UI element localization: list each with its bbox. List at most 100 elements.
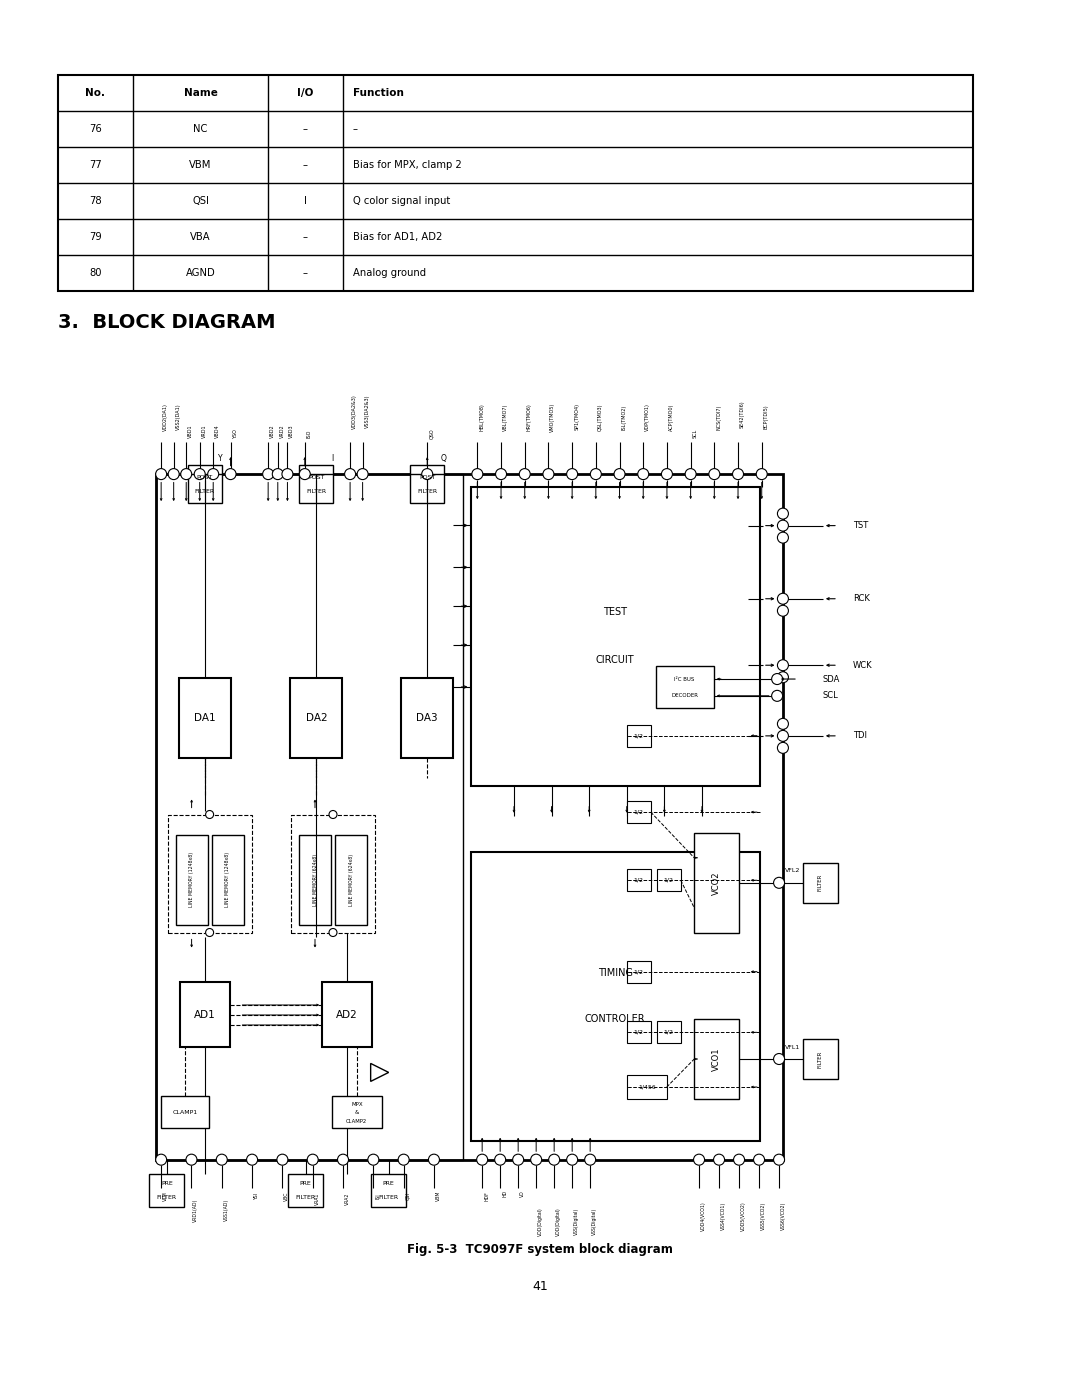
Bar bbox=[176, 834, 207, 925]
Text: SCL: SCL bbox=[823, 692, 839, 700]
Text: Fig. 5-3  TC9097F system block diagram: Fig. 5-3 TC9097F system block diagram bbox=[407, 1242, 673, 1256]
Bar bbox=[626, 725, 651, 746]
Text: I: I bbox=[332, 454, 334, 462]
Text: YSI: YSI bbox=[254, 1193, 259, 1200]
Circle shape bbox=[778, 718, 788, 729]
Text: VDD4(VCO1): VDD4(VCO1) bbox=[701, 1201, 706, 1231]
Text: VDD2(DA1): VDD2(DA1) bbox=[163, 402, 168, 430]
Bar bbox=[656, 666, 714, 708]
Text: CLAMP2: CLAMP2 bbox=[347, 1119, 367, 1123]
Bar bbox=[212, 834, 244, 925]
Bar bbox=[299, 465, 334, 503]
Text: TDI: TDI bbox=[853, 732, 867, 740]
Circle shape bbox=[368, 1154, 379, 1165]
Text: MPX: MPX bbox=[351, 1102, 363, 1108]
Text: DA3: DA3 bbox=[417, 714, 438, 724]
Text: 1/456: 1/456 bbox=[638, 1084, 656, 1090]
Text: VBL(TMO7): VBL(TMO7) bbox=[503, 404, 508, 430]
Bar bbox=[149, 1173, 185, 1207]
Text: LINE MEMORY (624x8): LINE MEMORY (624x8) bbox=[312, 854, 318, 905]
Circle shape bbox=[329, 810, 337, 819]
Text: FILTER: FILTER bbox=[417, 489, 437, 493]
Text: CONTROLER: CONTROLER bbox=[585, 1014, 646, 1024]
Text: LINE MEMORY (1248x8): LINE MEMORY (1248x8) bbox=[225, 852, 230, 907]
Circle shape bbox=[771, 690, 783, 701]
Circle shape bbox=[530, 1154, 542, 1165]
Text: VSS1(AD): VSS1(AD) bbox=[224, 1199, 229, 1221]
Circle shape bbox=[778, 659, 788, 671]
Circle shape bbox=[693, 1154, 704, 1165]
Text: VDD3(DA2&3): VDD3(DA2&3) bbox=[352, 394, 357, 429]
Circle shape bbox=[194, 468, 205, 479]
Text: VSS3(DA2&3): VSS3(DA2&3) bbox=[365, 394, 369, 427]
Circle shape bbox=[399, 1154, 409, 1165]
Text: NCS(TDI7): NCS(TDI7) bbox=[716, 404, 721, 430]
Text: BCP(TDI5): BCP(TDI5) bbox=[764, 405, 769, 429]
Text: VBD4: VBD4 bbox=[215, 425, 220, 437]
Circle shape bbox=[307, 1154, 319, 1165]
Bar bbox=[626, 869, 651, 891]
Circle shape bbox=[714, 1154, 725, 1165]
Bar bbox=[626, 1076, 666, 1099]
Text: HBL(TMO8): HBL(TMO8) bbox=[480, 402, 484, 430]
Circle shape bbox=[472, 468, 483, 479]
Text: 1/2: 1/2 bbox=[634, 970, 644, 974]
Bar bbox=[179, 982, 230, 1048]
Circle shape bbox=[345, 468, 355, 479]
Bar bbox=[802, 863, 838, 902]
Text: HDF: HDF bbox=[484, 1192, 489, 1201]
Circle shape bbox=[773, 1053, 784, 1065]
Text: PRE: PRE bbox=[161, 1182, 173, 1186]
Circle shape bbox=[778, 731, 788, 742]
Text: Y: Y bbox=[218, 454, 222, 462]
Circle shape bbox=[246, 1154, 258, 1165]
Text: POST: POST bbox=[308, 475, 324, 479]
Circle shape bbox=[778, 594, 788, 605]
Text: FILTER: FILTER bbox=[157, 1194, 177, 1200]
Text: I²C BUS: I²C BUS bbox=[675, 678, 694, 682]
Text: –: – bbox=[303, 124, 308, 134]
Text: VBC: VBC bbox=[284, 1192, 289, 1201]
Bar bbox=[401, 679, 454, 759]
Text: QSI: QSI bbox=[192, 196, 208, 205]
Text: QSI: QSI bbox=[406, 1192, 410, 1200]
Text: FILTER: FILTER bbox=[307, 489, 326, 493]
Bar bbox=[167, 814, 252, 933]
Circle shape bbox=[207, 468, 219, 479]
Circle shape bbox=[543, 468, 554, 479]
Text: HD: HD bbox=[502, 1190, 508, 1197]
Text: SCL: SCL bbox=[692, 429, 698, 439]
Circle shape bbox=[225, 468, 237, 479]
Text: HRF(TMO6): HRF(TMO6) bbox=[527, 402, 531, 430]
Text: PRE: PRE bbox=[382, 1182, 394, 1186]
Text: VDD(Digital): VDD(Digital) bbox=[538, 1207, 543, 1236]
Text: 1/2: 1/2 bbox=[664, 877, 674, 883]
Circle shape bbox=[778, 742, 788, 753]
Text: 1/2: 1/2 bbox=[634, 1030, 644, 1035]
Circle shape bbox=[180, 468, 192, 479]
Circle shape bbox=[771, 673, 783, 685]
Circle shape bbox=[754, 1154, 765, 1165]
Circle shape bbox=[513, 1154, 524, 1165]
Bar bbox=[471, 852, 760, 1140]
Circle shape bbox=[733, 1154, 744, 1165]
Circle shape bbox=[567, 1154, 578, 1165]
Circle shape bbox=[778, 520, 788, 531]
Text: Q: Q bbox=[441, 454, 446, 462]
Text: AD1: AD1 bbox=[193, 1010, 215, 1020]
Text: DA2: DA2 bbox=[306, 714, 327, 724]
Text: VFL1: VFL1 bbox=[785, 1045, 800, 1049]
Text: LINE MEMORY (624x8): LINE MEMORY (624x8) bbox=[349, 854, 353, 905]
Bar bbox=[161, 1097, 210, 1129]
Circle shape bbox=[272, 468, 283, 479]
Circle shape bbox=[168, 468, 179, 479]
Circle shape bbox=[615, 468, 625, 479]
Text: SE42(TDI6): SE42(TDI6) bbox=[740, 401, 745, 427]
Text: Bias for AD1, AD2: Bias for AD1, AD2 bbox=[353, 232, 443, 242]
Text: VRA2: VRA2 bbox=[345, 1193, 350, 1206]
Bar bbox=[626, 800, 651, 823]
Circle shape bbox=[773, 1154, 784, 1165]
Text: VRD1(AD): VRD1(AD) bbox=[193, 1199, 199, 1222]
Text: VSS5(VCO2): VSS5(VCO2) bbox=[761, 1201, 766, 1229]
Circle shape bbox=[429, 1154, 440, 1165]
